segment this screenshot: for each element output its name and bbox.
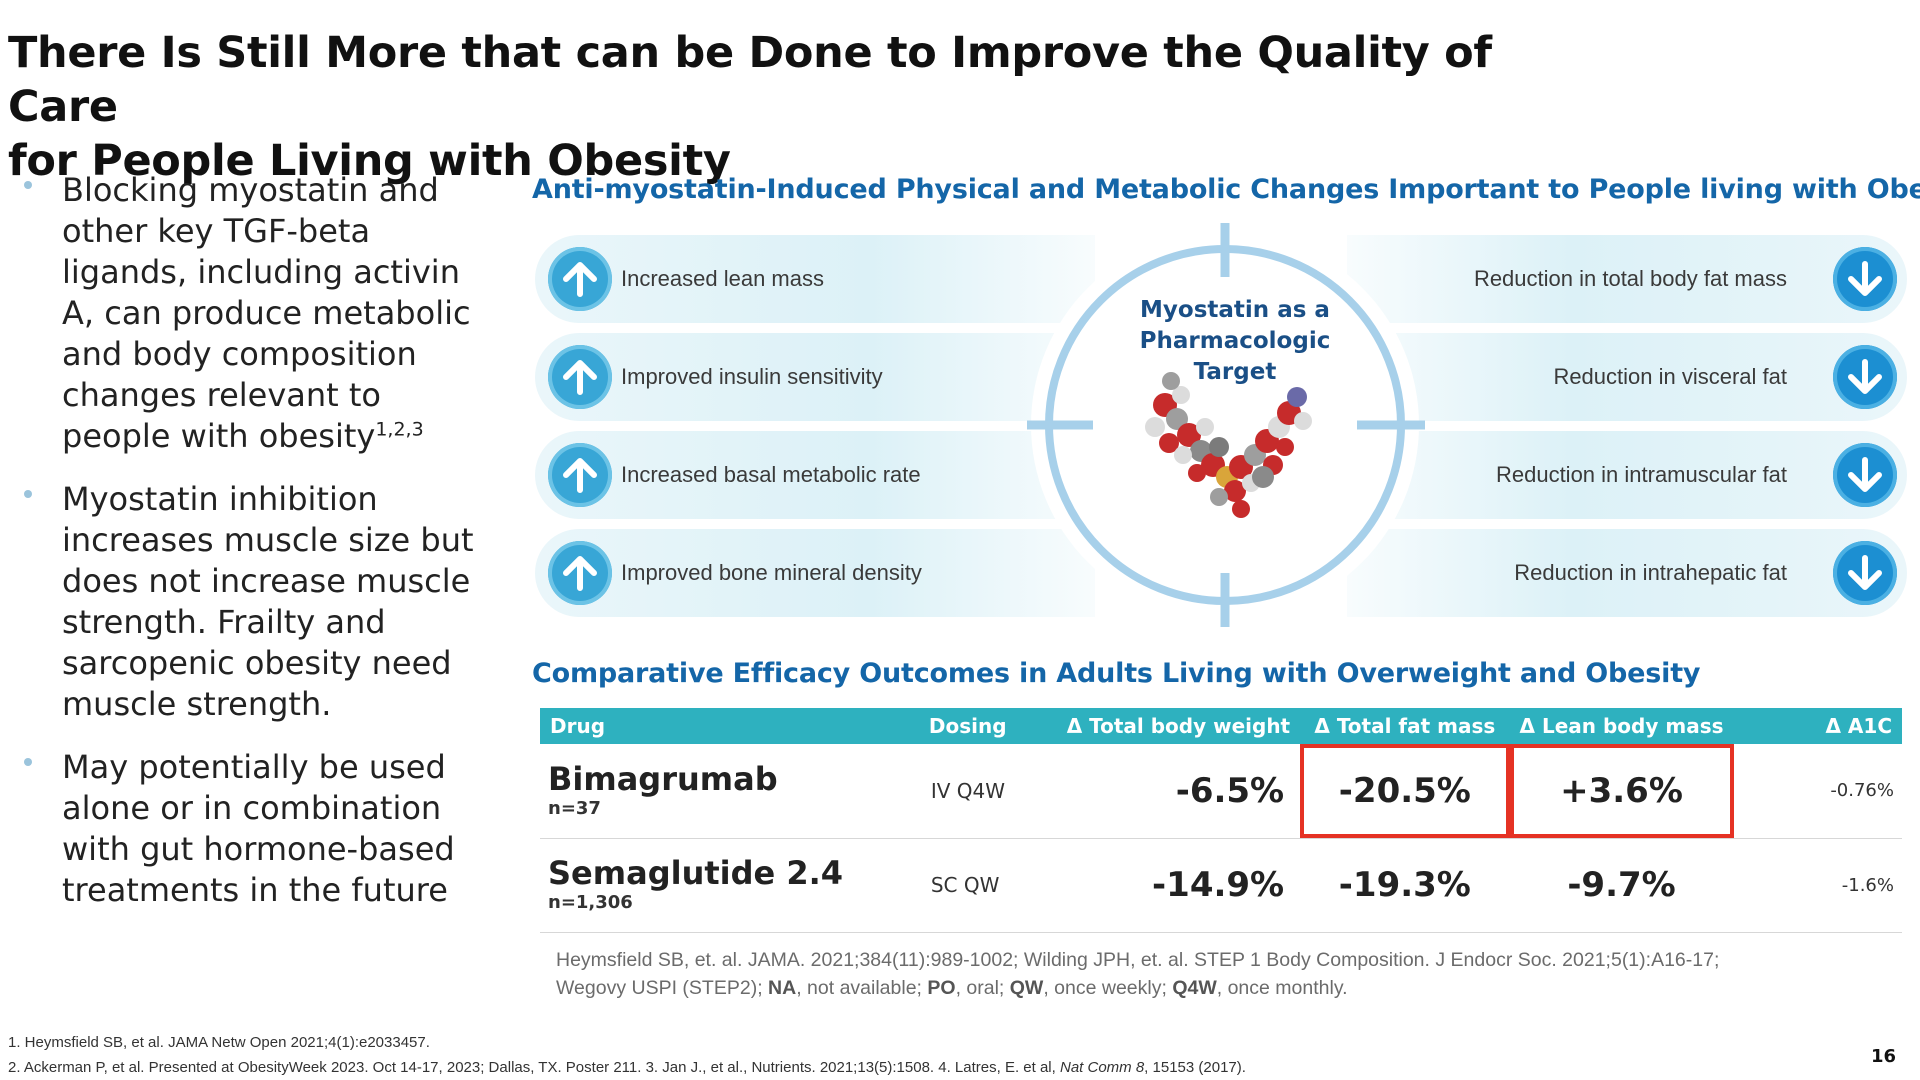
abbrev-term: Q4W <box>1172 977 1217 999</box>
reduction-row: Reduction in intramuscular fat <box>1347 431 1907 519</box>
bullet-dot-icon <box>24 758 32 766</box>
reduction-label: Reduction in visceral fat <box>1553 364 1787 389</box>
slide-title-line-1: There Is Still More that can be Done to … <box>8 28 1492 132</box>
footnote-2-text: 2. Ackerman P, et al. Presented at Obesi… <box>8 1059 1060 1076</box>
bullet-dot-icon <box>24 490 32 498</box>
target-title: Myostatin as a Pharmacologic Target <box>1135 295 1335 388</box>
table-row: Semaglutide 2.4 n=1,306 SC QW -14.9% -19… <box>540 838 1902 933</box>
header-drug: Drug <box>540 708 919 744</box>
bullet-item: Blocking myostatin and other key TGF-bet… <box>20 170 490 457</box>
reduction-label: Reduction in intrahepatic fat <box>1514 560 1787 585</box>
abbrev-term: NA <box>768 977 797 999</box>
reduction-label: Reduction in total body fat mass <box>1473 266 1787 291</box>
bullet-superscript: 1,2,3 <box>375 418 424 441</box>
efficacy-table: Drug Dosing Δ Total body weight Δ Total … <box>540 708 1902 933</box>
reduction-row: Reduction in total body fat mass <box>1347 235 1907 323</box>
bullet-text: May potentially be used alone or in comb… <box>62 748 455 909</box>
arrow-up-icon <box>548 443 612 507</box>
arrow-down-icon <box>1833 247 1897 311</box>
bullet-item: Myostatin inhibition increases muscle si… <box>20 479 490 725</box>
drug-name: Bimagrumab <box>548 759 778 798</box>
footnotes: 1. Heymsfield SB, et al. JAMA Netw Open … <box>8 1030 1246 1080</box>
header-lean: Δ Lean body mass <box>1509 708 1734 744</box>
reference-line-2: Wegovy USPI (STEP2); NA, not available; … <box>556 974 1886 1002</box>
crosshair-icon <box>1027 223 1425 627</box>
dosing-cell: IV Q4W <box>918 744 1057 839</box>
table-section-title: Comparative Efficacy Outcomes in Adults … <box>532 658 1701 689</box>
dosing-cell: SC QW <box>918 838 1057 933</box>
reference-prefix: Wegovy USPI (STEP2); <box>556 977 769 999</box>
myostatin-diagram: Increased lean mass Improved insulin sen… <box>535 223 1907 627</box>
bullet-dot-icon <box>24 181 32 189</box>
bullet-text: Blocking myostatin and other key TGF-bet… <box>62 171 471 455</box>
abbrev-def: , once monthly. <box>1216 977 1348 999</box>
arrow-down-icon <box>1833 541 1897 605</box>
abbrev-def: , not available; <box>796 977 928 999</box>
increase-row: Increased lean mass <box>535 235 1095 323</box>
increase-row: Improved bone mineral density <box>535 529 1095 617</box>
page-number: 16 <box>1870 1046 1896 1067</box>
increase-label: Improved insulin sensitivity <box>621 364 883 389</box>
lean-cell: -9.7% <box>1509 838 1734 933</box>
footnote-2-suffix: , 15153 (2017). <box>1144 1059 1246 1076</box>
header-fat: Δ Total fat mass <box>1300 708 1510 744</box>
arrow-up-icon <box>548 541 612 605</box>
target-crosshair: Myostatin as a Pharmacologic Target <box>1005 215 1445 635</box>
table-row: Bimagrumab n=37 IV Q4W -6.5% -20.5% +3.6… <box>540 744 1902 839</box>
reference-line-1: Heymsfield SB, et. al. JAMA. 2021;384(11… <box>556 949 1720 971</box>
table-references: Heymsfield SB, et. al. JAMA. 2021;384(11… <box>556 946 1886 1002</box>
drug-name: Semaglutide 2.4 <box>548 854 844 892</box>
fat-cell-highlighted: -20.5% <box>1300 744 1510 839</box>
a1c-cell: -1.6% <box>1733 838 1902 933</box>
lean-cell-highlighted: +3.6% <box>1509 744 1734 839</box>
fat-cell: -19.3% <box>1300 838 1510 933</box>
drug-cell: Bimagrumab n=37 <box>540 744 919 839</box>
slide-title: There Is Still More that can be Done to … <box>8 26 1608 188</box>
bullet-list: Blocking myostatin and other key TGF-bet… <box>20 170 490 933</box>
reduction-row: Reduction in visceral fat <box>1347 333 1907 421</box>
increase-row: Improved insulin sensitivity <box>535 333 1095 421</box>
arrow-down-icon <box>1833 443 1897 507</box>
slide-title-line-2: for People Living with Obesity <box>8 136 731 186</box>
header-weight: Δ Total body weight <box>1056 708 1301 744</box>
reduction-label: Reduction in intramuscular fat <box>1495 462 1787 487</box>
arrow-up-icon <box>548 247 612 311</box>
diagram-section-title: Anti-myostatin-Induced Physical and Meta… <box>532 174 1920 205</box>
abbrev-term: PO <box>927 977 956 999</box>
target-title-line-2: Pharmacologic Target <box>1139 328 1331 385</box>
footnote-2-journal: Nat Comm 8 <box>1059 1059 1145 1076</box>
header-dosing: Dosing <box>918 708 1057 744</box>
drug-n: n=37 <box>548 797 601 819</box>
drug-n: n=1,306 <box>548 892 633 913</box>
footnote-2: 2. Ackerman P, et al. Presented at Obesi… <box>8 1055 1246 1080</box>
bullet-text: Myostatin inhibition increases muscle si… <box>62 480 474 723</box>
drug-cell: Semaglutide 2.4 n=1,306 <box>540 838 919 933</box>
footnote-1: 1. Heymsfield SB, et al. JAMA Netw Open … <box>8 1034 430 1051</box>
arrow-up-icon <box>548 345 612 409</box>
increase-row: Increased basal metabolic rate <box>535 431 1095 519</box>
increase-label: Improved bone mineral density <box>621 560 922 585</box>
weight-cell: -14.9% <box>1056 838 1301 933</box>
increase-label: Increased lean mass <box>621 266 824 291</box>
arrow-down-icon <box>1833 345 1897 409</box>
header-a1c: Δ A1C <box>1733 708 1902 744</box>
abbrev-term: QW <box>1009 977 1044 999</box>
abbrev-def: , oral; <box>955 977 1010 999</box>
a1c-cell: -0.76% <box>1733 744 1902 839</box>
table-header-row: Drug Dosing Δ Total body weight Δ Total … <box>540 708 1902 744</box>
weight-cell: -6.5% <box>1056 744 1301 839</box>
increase-label: Increased basal metabolic rate <box>621 462 921 487</box>
target-title-line-1: Myostatin as a <box>1140 297 1330 323</box>
molecule-icon <box>1145 372 1312 518</box>
bullet-item: May potentially be used alone or in comb… <box>20 747 490 911</box>
abbrev-def: , once weekly; <box>1043 977 1173 999</box>
reduction-row: Reduction in intrahepatic fat <box>1347 529 1907 617</box>
